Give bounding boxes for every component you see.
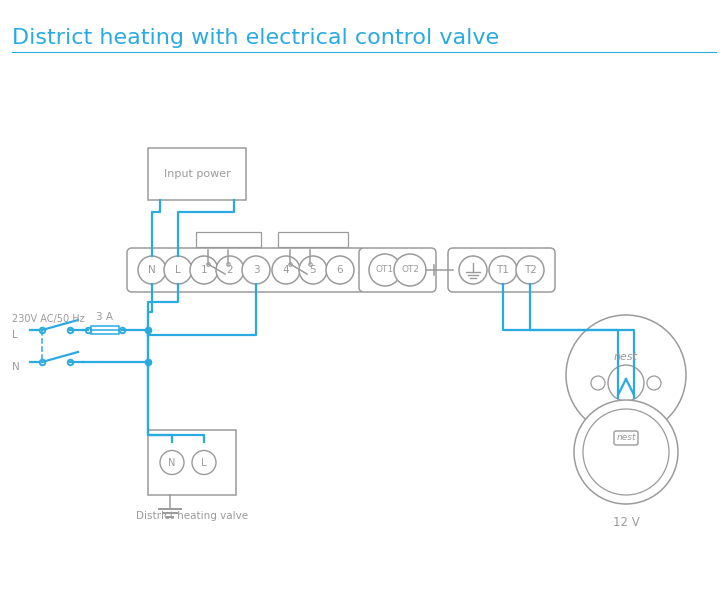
- Text: 4: 4: [282, 265, 289, 275]
- Text: District heating with electrical control valve: District heating with electrical control…: [12, 28, 499, 48]
- Text: 230V AC/50 Hz: 230V AC/50 Hz: [12, 314, 84, 324]
- Text: T1: T1: [496, 265, 510, 275]
- Text: 6: 6: [336, 265, 344, 275]
- Text: L: L: [12, 330, 17, 340]
- FancyBboxPatch shape: [278, 232, 348, 247]
- Text: 3 A: 3 A: [97, 312, 114, 322]
- Circle shape: [272, 256, 300, 284]
- Circle shape: [394, 254, 426, 286]
- Circle shape: [566, 315, 686, 435]
- FancyBboxPatch shape: [148, 430, 236, 495]
- Text: N: N: [168, 457, 175, 467]
- Circle shape: [574, 400, 678, 504]
- Circle shape: [190, 256, 218, 284]
- Text: 12 V: 12 V: [613, 516, 639, 529]
- Text: nest: nest: [614, 352, 638, 362]
- Circle shape: [326, 256, 354, 284]
- Text: nest: nest: [616, 434, 636, 443]
- FancyBboxPatch shape: [127, 248, 365, 292]
- Circle shape: [489, 256, 517, 284]
- Circle shape: [608, 365, 644, 401]
- FancyBboxPatch shape: [448, 248, 555, 292]
- FancyBboxPatch shape: [148, 148, 246, 200]
- Circle shape: [583, 409, 669, 495]
- Circle shape: [516, 256, 544, 284]
- Text: OT2: OT2: [401, 266, 419, 274]
- Circle shape: [459, 256, 487, 284]
- Circle shape: [647, 376, 661, 390]
- Text: N: N: [12, 362, 20, 372]
- Circle shape: [192, 450, 216, 475]
- FancyBboxPatch shape: [359, 248, 436, 292]
- Circle shape: [369, 254, 401, 286]
- Circle shape: [138, 256, 166, 284]
- Text: 2: 2: [226, 265, 233, 275]
- Text: T2: T2: [523, 265, 537, 275]
- Text: N: N: [148, 265, 156, 275]
- Text: District heating valve: District heating valve: [136, 511, 248, 521]
- Circle shape: [591, 376, 605, 390]
- Text: L: L: [201, 457, 207, 467]
- Text: L: L: [175, 265, 181, 275]
- Circle shape: [299, 256, 327, 284]
- Text: Input power: Input power: [164, 169, 230, 179]
- Text: 5: 5: [309, 265, 316, 275]
- FancyBboxPatch shape: [196, 232, 261, 247]
- Text: 3: 3: [253, 265, 259, 275]
- FancyBboxPatch shape: [614, 431, 638, 445]
- FancyBboxPatch shape: [91, 326, 119, 334]
- Text: OT1: OT1: [376, 266, 394, 274]
- Text: 1: 1: [201, 265, 207, 275]
- Circle shape: [160, 450, 184, 475]
- Circle shape: [216, 256, 244, 284]
- Circle shape: [164, 256, 192, 284]
- Circle shape: [242, 256, 270, 284]
